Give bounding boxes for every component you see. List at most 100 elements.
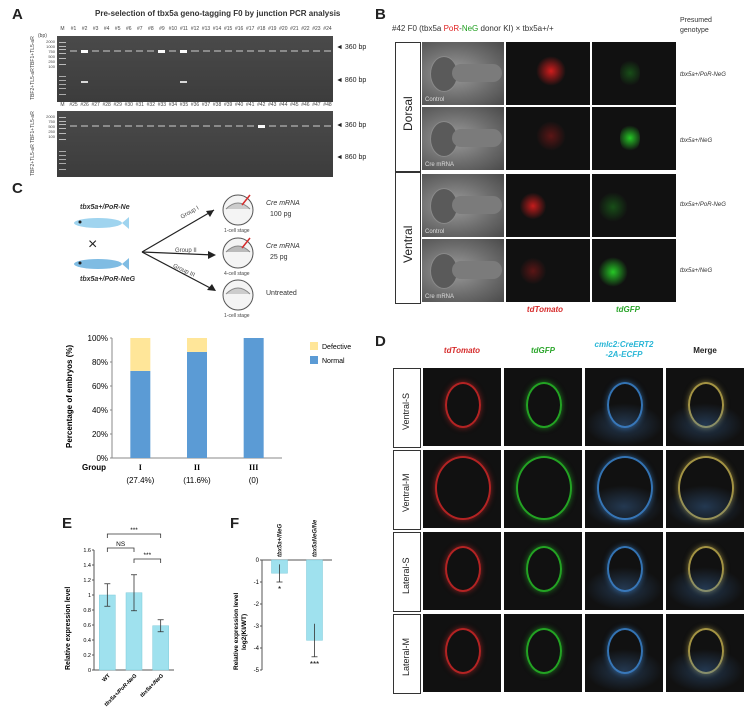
y-axis-label-2: log2(KI/WT) (241, 614, 248, 650)
panel-d-row-label: Lateral-M (401, 637, 411, 676)
heart-signal (688, 546, 724, 592)
fish-body (452, 261, 502, 279)
ladder-band (59, 121, 67, 122)
parent-top-label: tbx5a+/PoR-Ne (80, 204, 130, 211)
pcr-band-360 (70, 125, 78, 127)
treatment-1-label: Cre mRNA (266, 200, 300, 207)
band-860-marker-1: ◄ 860 bp (336, 77, 367, 84)
tdtomato-image (506, 239, 590, 302)
y-tick-label: 0 (88, 668, 91, 674)
gel-row-1 (57, 36, 333, 102)
dorsal-label: Dorsal (401, 96, 415, 131)
x-tick-label: tbx5a+/NeG (278, 523, 284, 557)
pcr-band-360 (169, 125, 177, 127)
panel-d-row-label: Ventral-M (401, 473, 411, 512)
pcr-band-360 (246, 125, 254, 127)
significance-label: *** (144, 552, 152, 559)
panel-a-title: Pre-selection of tbx5a geno-tagging F0 b… (95, 9, 341, 18)
y-tick-label: 0 (256, 558, 260, 564)
genotype-row-4: tbx5a+/NeG (680, 268, 713, 274)
lane-label: #47 (312, 102, 321, 108)
panel-b-title: #42 F0 (tbx5a PoR-NeG donor KI) × tbx5a+… (392, 24, 554, 33)
lane-label: #18 (257, 26, 266, 32)
lane-label: #34 (168, 102, 178, 108)
panel-d-label: D (375, 333, 386, 350)
panel-e-chart: Relative expression level 0 0.2 0.4 0.6 0.8 1 1… (65, 527, 174, 708)
pcr-band-360 (224, 125, 232, 127)
legend-swatch (310, 356, 318, 364)
y-tick-label: 1.6 (83, 548, 91, 554)
x-tick-label: tbx5aNeG/NeG (313, 520, 319, 557)
panel-d-row-label: Ventral-S (401, 392, 411, 430)
pcr-band-360 (312, 50, 320, 52)
presumed-genotype-header: Presumed genotype (680, 17, 712, 34)
treatment-3-label: Untreated (266, 290, 297, 297)
ladder-band (59, 124, 67, 125)
ladder-band (59, 159, 67, 160)
lane-label: #5 (114, 26, 121, 32)
heart-signal (678, 456, 734, 520)
lane-label: #16 (234, 26, 244, 32)
treatment-2-label: Cre mRNA (266, 243, 300, 250)
lane-label: #37 (201, 102, 211, 108)
pcr-band-360 (191, 50, 199, 52)
green-signal (598, 192, 628, 222)
panel-f-label: F (230, 515, 240, 532)
ladder-mark: 500 (48, 124, 55, 129)
lane-label: #43 (268, 102, 277, 108)
panel-d-image (504, 368, 582, 446)
ladder-band (59, 88, 67, 89)
heart-signal (516, 456, 572, 520)
significance-label: *** (310, 660, 319, 669)
ladder-mark: 750 (48, 49, 55, 54)
ecfp-background (666, 567, 744, 610)
y-tick-label: 0% (96, 454, 108, 463)
y-axis-label: Percentage of embryos (%) (65, 345, 74, 448)
red-signal (536, 121, 566, 151)
y-tick-label: -4 (254, 646, 260, 652)
ladder-mark: 2000 (46, 39, 55, 44)
y-tick-label: 100% (88, 334, 108, 343)
lane-labels-row-2: M #25 #26 #27 #28 #29 #30 #31 #32 #33 #34 #35 #36 #37… (57, 102, 333, 111)
panel-e-label: E (62, 515, 73, 532)
row-condition-label: Control (425, 229, 445, 235)
ladder-marks-row-2: 2000 750 500 250 100 (38, 111, 56, 177)
pcr-band-360 (81, 50, 89, 53)
treatment-2-dose: 25 pg (270, 254, 288, 261)
panel-d-col-header: tdTomato (443, 346, 481, 355)
panel-c-label: C (12, 180, 23, 197)
y-axis-label: Relative expression level (233, 592, 240, 670)
x-tick-label: II (194, 463, 200, 472)
lane-label: M (60, 102, 65, 108)
category-note: (0) (249, 476, 259, 485)
panel-d-col-header: tdGFP (531, 346, 555, 355)
genotype-row-2: tbx5a+/NeG (680, 138, 713, 144)
ladder-band (59, 42, 67, 43)
x-axis-label: Group (82, 463, 106, 472)
tdgfp-image (592, 42, 676, 105)
heart-signal (435, 456, 491, 520)
embryo-2 (220, 236, 256, 275)
tdgfp-image (592, 239, 676, 302)
lane-label: #38 (212, 102, 222, 108)
parent-bottom-label: tbx5a+/PoR-NeG (80, 276, 136, 283)
lane-label: #28 (102, 102, 111, 108)
pcr-band-360 (136, 125, 144, 127)
legend-swatch (310, 342, 318, 350)
green-signal (598, 257, 628, 287)
ladder-mark: 100 (48, 64, 55, 69)
lane-label: #41 (246, 102, 255, 108)
lane-label: #29 (113, 102, 122, 108)
panel-d-image (423, 450, 501, 528)
heart-signal (526, 546, 562, 592)
panel-d-image (504, 450, 582, 528)
heart-signal (597, 456, 653, 520)
col-tdgfp-label: tdGFP (616, 305, 640, 314)
band-860-marker-2: ◄ 860 bp (336, 154, 367, 161)
ecfp-background (666, 403, 744, 446)
pcr-band-360 (202, 50, 210, 52)
tdgfp-image (592, 174, 676, 237)
embryo-3 (220, 278, 256, 317)
ladder-band (59, 117, 67, 118)
tdtomato-image (506, 107, 590, 170)
